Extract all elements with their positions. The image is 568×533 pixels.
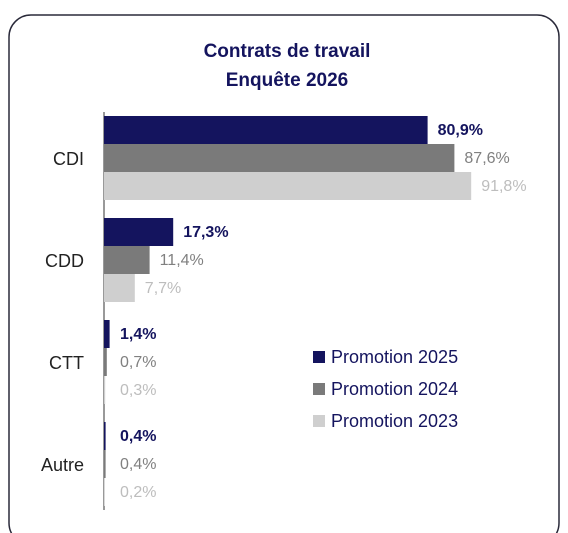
chart-title: Contrats de travail (204, 41, 371, 62)
bar (104, 320, 110, 348)
data-label: 0,4% (120, 428, 156, 445)
data-label: 1,4% (120, 326, 156, 343)
legend-swatch (313, 383, 325, 395)
bar (104, 450, 106, 478)
bar (104, 116, 428, 144)
data-label: 80,9% (438, 122, 483, 139)
bar (104, 274, 135, 302)
bar (104, 348, 107, 376)
bar (104, 172, 472, 200)
data-label: 91,8% (481, 178, 526, 195)
data-label: 11,4% (160, 252, 204, 269)
bar (104, 376, 106, 404)
chart-frame (8, 14, 560, 533)
bar (104, 218, 174, 246)
legend-label: Promotion 2023 (331, 411, 458, 431)
y-tick-label: Autre (41, 455, 84, 475)
chart-title: Enquête 2026 (226, 70, 349, 91)
data-label: 0,3% (120, 382, 156, 399)
data-label: 0,2% (120, 484, 156, 501)
bar (104, 422, 106, 450)
data-label: 0,7% (120, 354, 156, 371)
y-tick-label: CDD (45, 251, 84, 271)
legend-swatch (313, 415, 325, 427)
data-label: 17,3% (183, 224, 228, 241)
bar (104, 246, 150, 274)
legend-label: Promotion 2025 (331, 347, 458, 367)
data-label: 0,4% (120, 456, 156, 473)
legend-label: Promotion 2024 (331, 379, 458, 399)
data-label: 7,7% (145, 280, 181, 297)
y-tick-label: CTT (49, 353, 84, 373)
bar (104, 478, 105, 506)
y-tick-label: CDI (53, 149, 84, 169)
legend-swatch (313, 351, 325, 363)
bar (104, 144, 455, 172)
data-label: 87,6% (464, 150, 509, 167)
